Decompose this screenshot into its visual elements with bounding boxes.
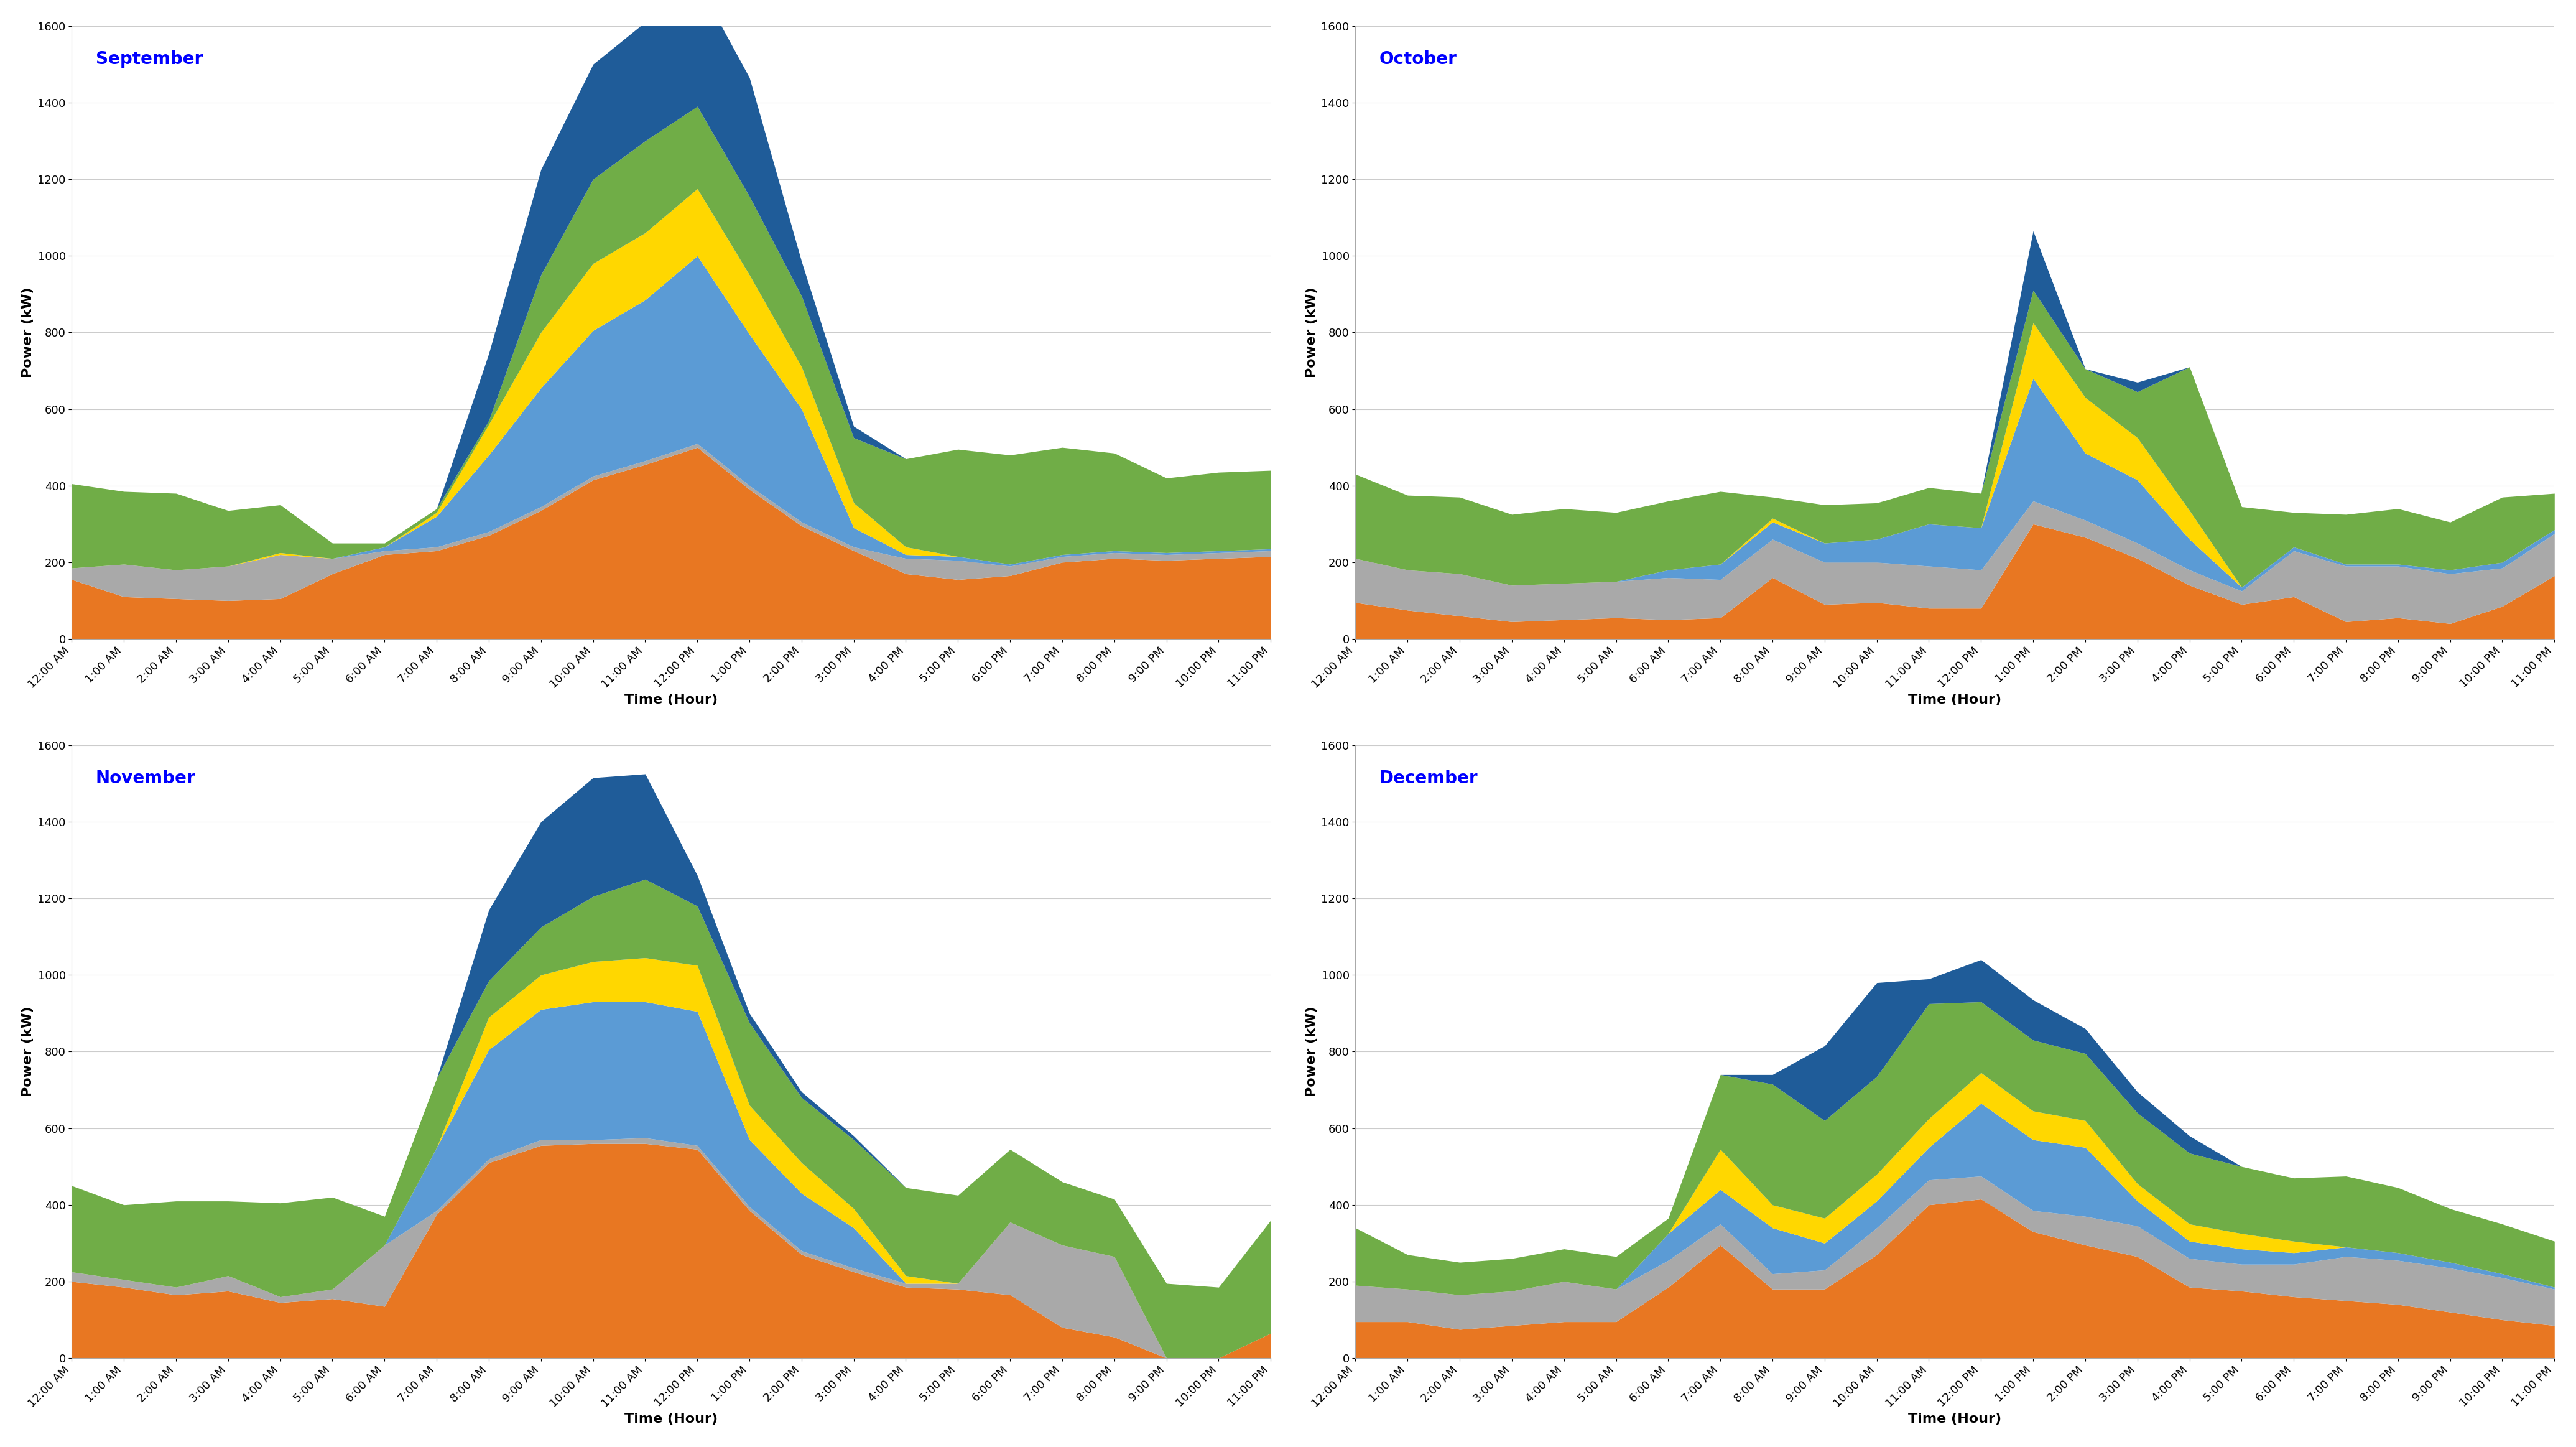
Text: November: November (95, 770, 196, 787)
Y-axis label: Power (kW): Power (kW) (21, 287, 33, 378)
X-axis label: Time (Hour): Time (Hour) (1909, 1412, 2002, 1425)
Y-axis label: Power (kW): Power (kW) (21, 1006, 33, 1097)
X-axis label: Time (Hour): Time (Hour) (1909, 693, 2002, 706)
Text: October: October (1378, 51, 1458, 68)
Y-axis label: Power (kW): Power (kW) (1306, 287, 1319, 378)
X-axis label: Time (Hour): Time (Hour) (623, 1412, 719, 1425)
X-axis label: Time (Hour): Time (Hour) (623, 693, 719, 706)
Text: December: December (1378, 770, 1479, 787)
Text: September: September (95, 51, 204, 68)
Y-axis label: Power (kW): Power (kW) (1306, 1006, 1319, 1097)
